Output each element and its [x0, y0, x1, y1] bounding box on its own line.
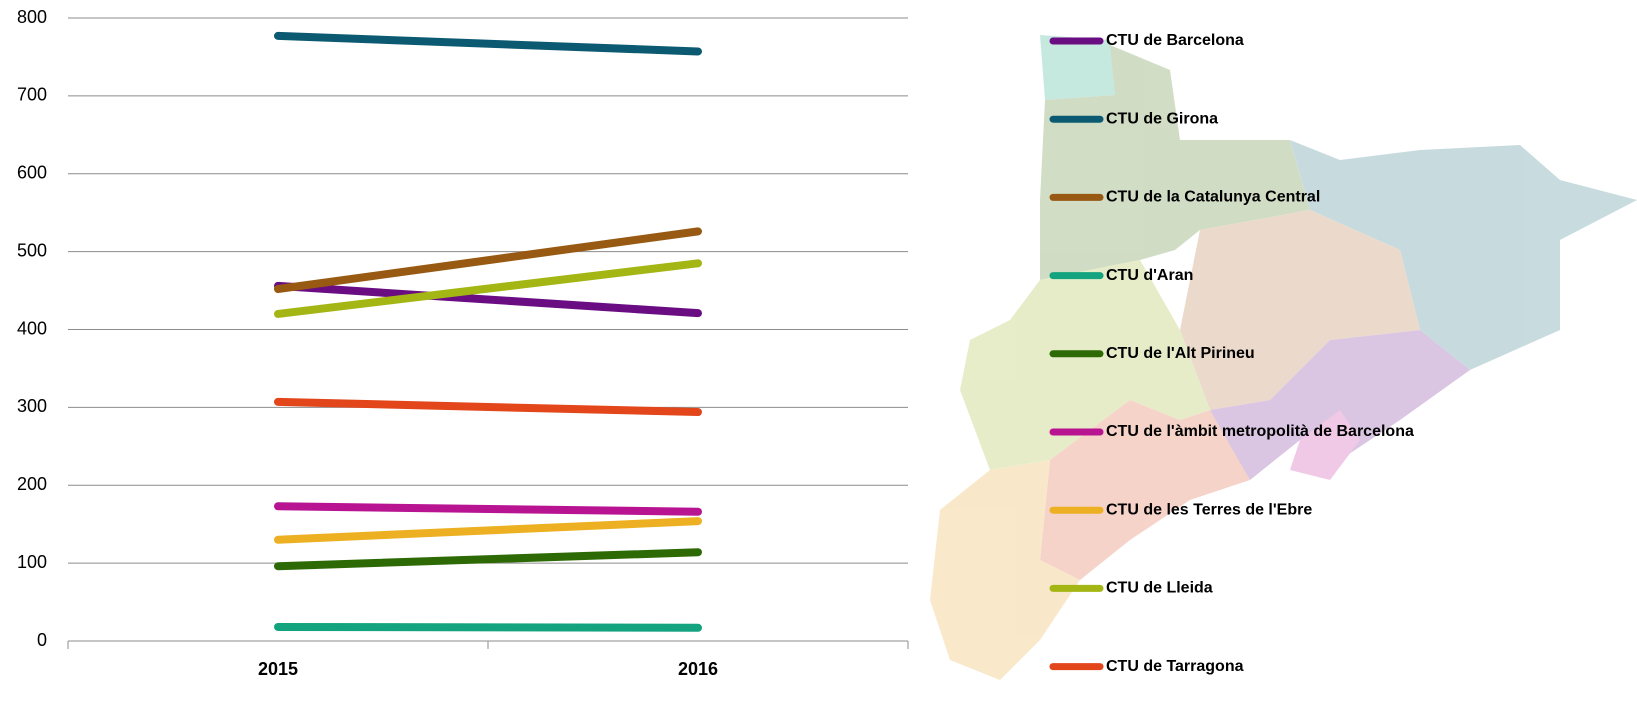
series-line	[274, 548, 702, 571]
legend-label: CTU de Girona	[1106, 110, 1218, 127]
y-tick-label: 200	[17, 474, 47, 494]
series-line	[274, 259, 702, 318]
series-line	[274, 517, 702, 544]
legend-label: CTU de la Catalunya Central	[1106, 189, 1320, 206]
y-tick-label: 500	[17, 240, 47, 260]
legend-label: CTU de l'àmbit metropolità de Barcelona	[1106, 423, 1414, 440]
y-tick-label: 300	[17, 396, 47, 416]
series-line	[274, 31, 702, 56]
legend-label: CTU de Tarragona	[1106, 658, 1244, 675]
y-tick-label: 800	[17, 7, 47, 27]
series-line	[274, 397, 702, 417]
x-tick-label: 2015	[258, 659, 298, 679]
y-tick-label: 700	[17, 85, 47, 105]
legend-label: CTU de les Terres de l'Ebre	[1106, 501, 1312, 518]
y-tick-label: 100	[17, 552, 47, 572]
y-tick-label: 400	[17, 318, 47, 338]
legend-label: CTU de Lleida	[1106, 580, 1213, 597]
legend-label: CTU de Barcelona	[1106, 32, 1244, 49]
series-line	[274, 622, 702, 632]
legend-label: CTU d'Aran	[1106, 267, 1193, 284]
y-tick-label: 0	[37, 630, 47, 650]
legend-label: CTU de l'Alt Pirineu	[1106, 345, 1255, 362]
series-line	[274, 281, 702, 318]
y-tick-label: 600	[17, 163, 47, 183]
series-line	[274, 227, 702, 294]
x-tick-label: 2016	[678, 659, 718, 679]
series-line	[274, 502, 702, 516]
map-background	[930, 35, 1637, 680]
